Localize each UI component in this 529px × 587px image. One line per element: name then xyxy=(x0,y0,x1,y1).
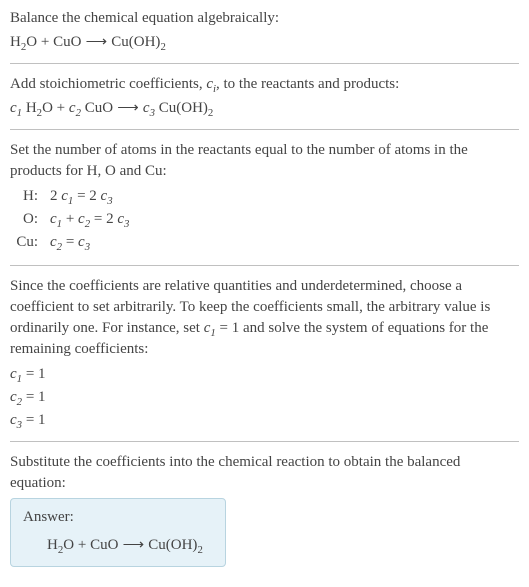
stoich-text: Add stoichiometric coefficients, ci, to … xyxy=(10,74,519,95)
divider xyxy=(10,63,519,64)
atoms-table: H: 2 c1 = 2 c3 O: c1 + c2 = 2 c3 Cu: c2 … xyxy=(10,186,135,255)
table-row: Cu: c2 = c3 xyxy=(10,232,135,255)
final-section: Substitute the coefficients into the che… xyxy=(10,452,519,567)
coef-result: c2 = 1 xyxy=(10,387,519,408)
intro-equation: H2O + CuO ⟶ Cu(OH)2 xyxy=(10,31,519,53)
intro-section: Balance the chemical equation algebraica… xyxy=(10,8,519,53)
divider xyxy=(10,265,519,266)
table-row: H: 2 c1 = 2 c3 xyxy=(10,186,135,209)
atoms-section: Set the number of atoms in the reactants… xyxy=(10,140,519,255)
solve-section: Since the coefficients are relative quan… xyxy=(10,276,519,431)
element-equation: 2 c1 = 2 c3 xyxy=(44,186,135,209)
element-label: O: xyxy=(10,209,44,232)
atoms-text: Set the number of atoms in the reactants… xyxy=(10,140,519,182)
element-label: H: xyxy=(10,186,44,209)
divider xyxy=(10,129,519,130)
species-cuoh2: Cu(OH)2 xyxy=(111,34,166,50)
coef-result: c3 = 1 xyxy=(10,410,519,431)
reaction-arrow-icon: ⟶ xyxy=(118,536,148,553)
element-label: Cu: xyxy=(10,232,44,255)
stoich-section: Add stoichiometric coefficients, ci, to … xyxy=(10,74,519,119)
answer-label: Answer: xyxy=(23,507,213,528)
stoich-equation: c1 H2O + c2 CuO ⟶ c3 Cu(OH)2 xyxy=(10,97,519,119)
solve-text: Since the coefficients are relative quan… xyxy=(10,276,519,360)
coef-symbol: ci xyxy=(206,76,216,92)
answer-equation: H2O + CuO ⟶ Cu(OH)2 xyxy=(23,534,213,556)
species-h2o: H2O xyxy=(10,34,37,50)
species-cuo: CuO xyxy=(53,34,81,50)
final-text: Substitute the coefficients into the che… xyxy=(10,452,519,494)
element-equation: c1 + c2 = 2 c3 xyxy=(44,209,135,232)
reaction-arrow-icon: ⟶ xyxy=(81,33,111,50)
coefficient-results: c1 = 1 c2 = 1 c3 = 1 xyxy=(10,364,519,431)
intro-text: Balance the chemical equation algebraica… xyxy=(10,8,519,29)
table-row: O: c1 + c2 = 2 c3 xyxy=(10,209,135,232)
divider xyxy=(10,441,519,442)
element-equation: c2 = c3 xyxy=(44,232,135,255)
coef-result: c1 = 1 xyxy=(10,364,519,385)
reaction-arrow-icon: ⟶ xyxy=(113,99,143,116)
answer-box: Answer: H2O + CuO ⟶ Cu(OH)2 xyxy=(10,498,226,567)
